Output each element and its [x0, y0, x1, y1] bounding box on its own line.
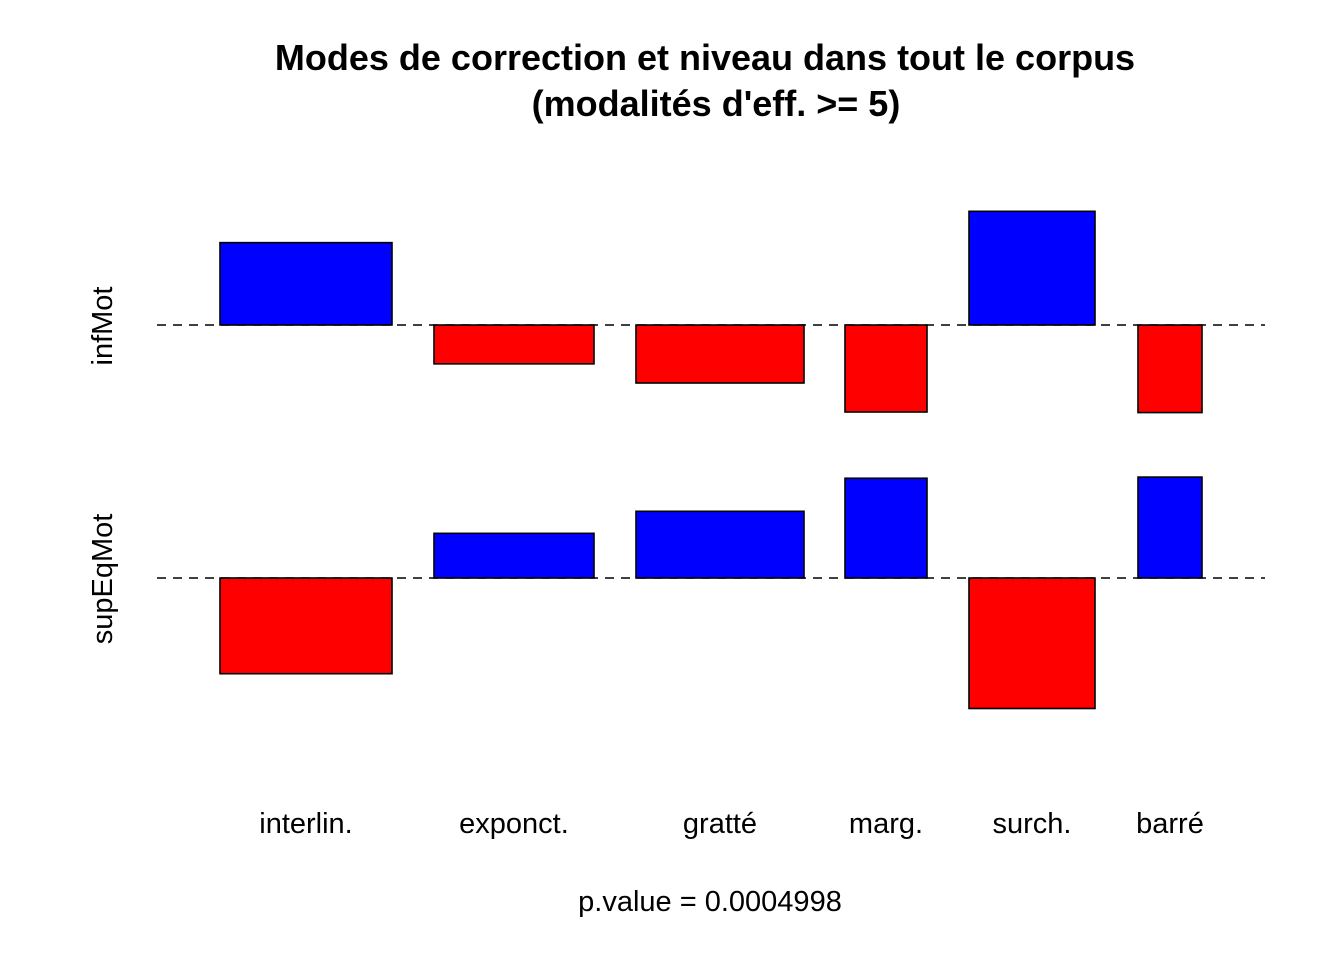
- bar-infmot-marg: [844, 324, 928, 413]
- bar-infmot-exponct: [433, 324, 595, 365]
- x-tick-labels: interlin. exponct. gratté marg. surch. barré: [259, 808, 1204, 840]
- row-label-supeqmot: supEqMot: [87, 514, 119, 645]
- bar-supeqmot-surch: [968, 577, 1096, 710]
- bar-infmot-surch: [968, 210, 1096, 326]
- bar-supeqmot-barre: [1137, 476, 1203, 579]
- bar-supeqmot-exponct: [433, 532, 595, 579]
- bar-infmot-gratte: [635, 324, 805, 384]
- x-tick-label-marg: marg.: [849, 808, 923, 840]
- bar-infmot-interlin: [219, 241, 393, 326]
- plot-area: infMot supEqMot: [87, 210, 1265, 710]
- x-tick-label-interlin: interlin.: [259, 808, 353, 840]
- row-infmot: infMot: [87, 210, 1265, 414]
- bar-supeqmot-marg: [844, 477, 928, 579]
- chart-title: Modes de correction et niveau dans tout …: [275, 37, 1135, 78]
- bar-infmot-barre: [1137, 324, 1203, 414]
- row-supeqmot: supEqMot: [87, 476, 1265, 710]
- x-tick-label-exponct: exponct.: [459, 808, 569, 840]
- x-tick-label-gratte: gratté: [683, 808, 757, 840]
- x-axis-label: p.value = 0.0004998: [578, 886, 842, 918]
- bar-supeqmot-interlin: [219, 577, 393, 675]
- bar-supeqmot-gratte: [635, 510, 805, 579]
- x-tick-label-barre: barré: [1136, 808, 1204, 840]
- x-tick-label-surch: surch.: [993, 808, 1072, 840]
- row-label-infmot: infMot: [87, 287, 119, 366]
- chart-subtitle: (modalités d'eff. >= 5): [532, 83, 901, 124]
